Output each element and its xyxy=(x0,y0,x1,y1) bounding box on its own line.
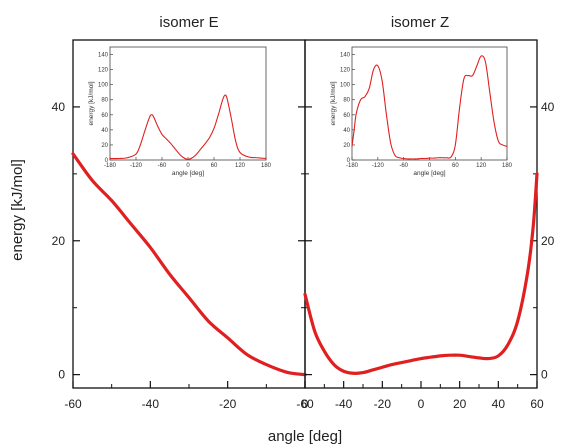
inset-x-tick-label-e: -120 xyxy=(130,163,143,169)
y-tick-label-z: 40 xyxy=(541,100,555,114)
inset-y-tick-label-z: 40 xyxy=(343,128,350,134)
inset-x-tick-label-z: 0 xyxy=(428,163,432,169)
inset-x-tick-label-z: -120 xyxy=(372,163,385,169)
y-tick-label-z: 20 xyxy=(541,234,555,248)
inset-y-tick-label-z: 120 xyxy=(340,68,351,74)
x-tick-label-e: -60 xyxy=(64,397,82,411)
inset-y-title-e: energy [kJ/mol] xyxy=(88,81,95,125)
inset-x-tick-label-e: -60 xyxy=(158,163,167,169)
y-tick-label-e: 40 xyxy=(52,100,66,114)
y-tick-label-e: 0 xyxy=(58,368,65,382)
inset-y-tick-label-z: 0 xyxy=(347,158,351,164)
inset-x-tick-label-z: 180 xyxy=(502,163,513,169)
x-axis-title: angle [deg] xyxy=(268,428,342,445)
inset-y-tick-label-e: 0 xyxy=(105,158,109,164)
x-tick-label-z: 0 xyxy=(418,397,425,411)
inset-y-tick-label-z: 140 xyxy=(340,53,351,59)
x-tick-label-z: 20 xyxy=(453,397,467,411)
x-tick-label-z: 60 xyxy=(530,397,544,411)
inset-y-tick-label-z: 100 xyxy=(340,83,351,89)
inset-y-tick-label-e: 40 xyxy=(101,128,108,134)
x-tick-label-e: -40 xyxy=(142,397,160,411)
x-tick-label-z: -40 xyxy=(335,397,353,411)
inset-y-tick-label-e: 140 xyxy=(98,53,109,59)
inset-y-title-z: energy [kJ/mol] xyxy=(330,81,337,125)
inset-x-title-e: angle [deg] xyxy=(172,170,204,177)
inset-y-tick-label-e: 100 xyxy=(98,83,109,89)
y-tick-label-z: 0 xyxy=(541,368,548,382)
inset-frame-z xyxy=(351,46,508,161)
y-axis-title: energy [kJ/mol] xyxy=(9,159,26,261)
inset-y-tick-label-z: 20 xyxy=(343,143,350,149)
inset-x-tick-label-e: 0 xyxy=(186,163,190,169)
inset-x-tick-label-e: -180 xyxy=(104,163,117,169)
inset-x-tick-label-z: -180 xyxy=(346,163,359,169)
series-line-z xyxy=(303,172,539,375)
inset-x-tick-label-e: 60 xyxy=(211,163,218,169)
inset-x-title-z: angle [deg] xyxy=(413,170,445,177)
inset-e: -180 -120 -60 0 60 120 180 0 20 40 60 80 100 120 140 an… xyxy=(88,46,272,177)
inset-y-tick-label-e: 20 xyxy=(101,143,108,149)
inset-x-tick-label-e: 180 xyxy=(261,163,272,169)
x-tick-label-e: 0 xyxy=(302,397,309,411)
inset-y-tick-label-e: 60 xyxy=(101,113,108,119)
inset-x-tick-label-z: 60 xyxy=(452,163,459,169)
inset-x-tick-label-z: 120 xyxy=(476,163,487,169)
panel-title-e: isomer E xyxy=(159,14,218,31)
inset-z: -180 -120 -60 0 60 120 180 0 20 40 60 80 100 120 140 an… xyxy=(330,46,513,177)
inset-line-z xyxy=(351,55,508,160)
inset-y-tick-label-z: 80 xyxy=(343,98,350,104)
y-tick-label-e: 20 xyxy=(52,234,66,248)
inset-y-tick-label-e: 120 xyxy=(98,68,109,74)
inset-frame-e xyxy=(109,46,267,161)
x-tick-label-z: 40 xyxy=(492,397,506,411)
inset-x-tick-label-z: -60 xyxy=(399,163,408,169)
inset-x-tick-label-e: 120 xyxy=(235,163,246,169)
x-tick-label-z: -60 xyxy=(296,397,314,411)
inset-y-tick-label-z: 60 xyxy=(343,113,350,119)
x-tick-label-e: -20 xyxy=(219,397,237,411)
panel-title-z: isomer Z xyxy=(391,14,449,31)
inset-y-tick-label-e: 80 xyxy=(101,98,108,104)
x-tick-label-z: -20 xyxy=(374,397,392,411)
panel-isomer-e: -60 -40 -20 0 0 20 40 -180 -120 -60 0 60 120 180 0 20 40… xyxy=(52,39,309,411)
series-line-e xyxy=(71,152,307,377)
inset-line-e xyxy=(109,94,267,160)
